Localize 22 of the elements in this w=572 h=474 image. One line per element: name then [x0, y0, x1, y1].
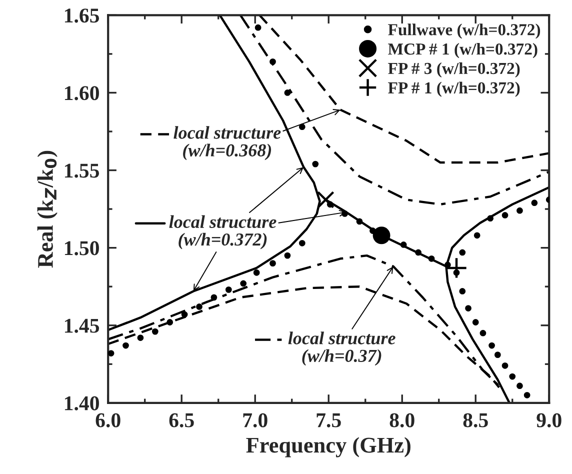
legend-label: local structure (w/h=0.372): [169, 215, 276, 250]
legend-label: local structure (w/h=0.37): [288, 332, 396, 366]
x-tick-label: 7.0: [243, 413, 268, 428]
y-tick-label: 1.55: [64, 164, 100, 178]
legend-label: local structure (w/h=0.368): [174, 126, 281, 160]
y-tick-label: 1.50: [64, 241, 99, 256]
legend-label: Fullwave (w/h=0.372): [388, 24, 540, 39]
y-tick-label: 1.40: [64, 396, 99, 410]
x-axis-title: Frequency (GHz): [246, 437, 410, 458]
x-tick-label: 6.0: [96, 413, 120, 428]
x-tick-label: 6.5: [169, 413, 194, 428]
legend-label: MCP # 1 (w/h=0.372): [388, 42, 538, 58]
x-tick-label: 8.0: [390, 413, 414, 428]
x-tick-label: 7.5: [316, 413, 341, 428]
y-tick-label: 1.60: [64, 86, 99, 100]
x-tick-label: 9.0: [536, 413, 562, 428]
x-tick-label: 8.5: [463, 413, 488, 428]
legend-label: FP # 1 (w/h=0.372): [388, 82, 520, 97]
legend-label: FP # 3 (w/h=0.372): [388, 62, 520, 78]
y-tick-label: 1.45: [64, 318, 100, 333]
y-axis-title: Real (k$_{Z}$/k$_{0}$): [37, 150, 58, 268]
y-tick-label: 1.65: [64, 8, 100, 23]
